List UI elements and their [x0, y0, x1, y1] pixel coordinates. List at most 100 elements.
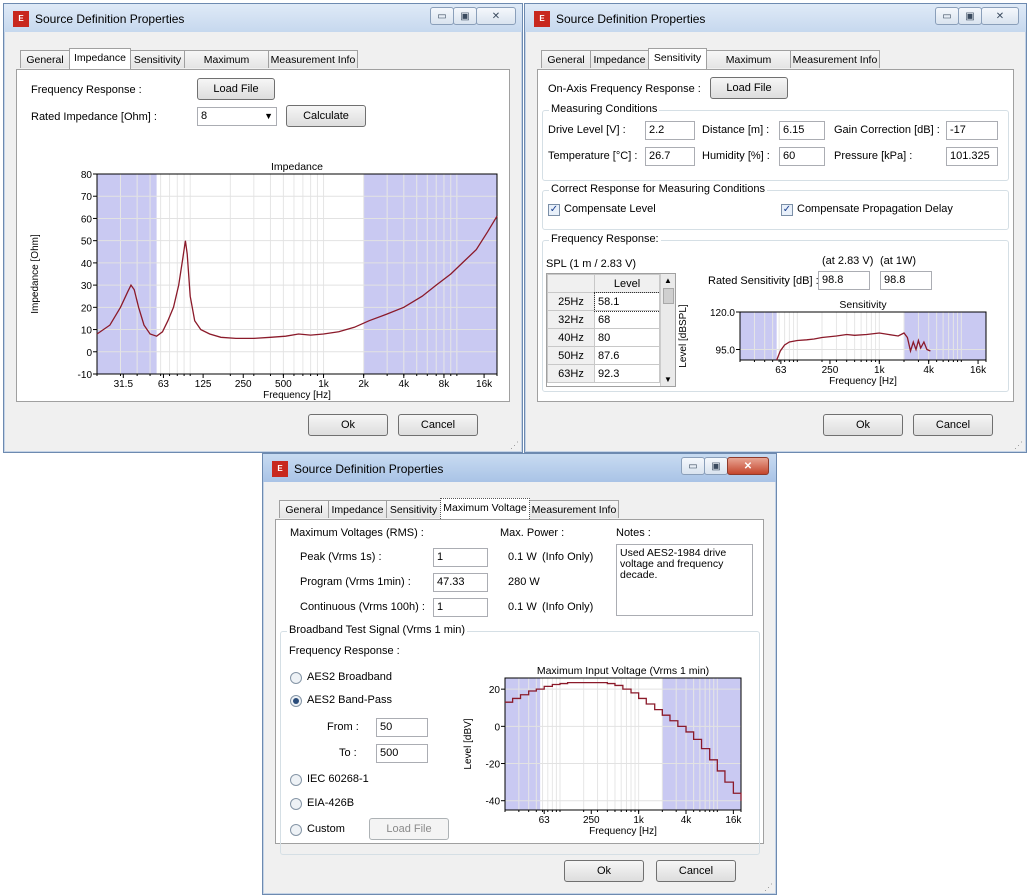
notes-textarea[interactable]: Used AES2-1984 drive voltage and frequen… — [616, 544, 753, 616]
impedance-window: E Source Definition Properties ▭ ▣ ✕ Gen… — [3, 3, 523, 453]
humidity-input[interactable]: 60 — [779, 147, 825, 166]
maximize-icon[interactable]: ▣ — [704, 457, 728, 475]
peak-label: Peak (Vrms 1s) : — [300, 551, 382, 563]
tab-general[interactable]: General — [279, 500, 329, 518]
row-header: 40Hz — [547, 328, 595, 347]
tab-general[interactable]: General — [20, 50, 70, 68]
resize-grip[interactable]: ⋰ — [1014, 440, 1023, 450]
tab-measurement-info[interactable]: Measurement Info — [529, 500, 619, 518]
tab-maximum-voltage[interactable]: Maximum Voltage — [706, 50, 791, 84]
pressure-label: Pressure [kPa] : — [834, 150, 913, 162]
x-tick-label: 16k — [476, 379, 493, 390]
table-row[interactable]: 50Hz 87.6 — [547, 346, 660, 365]
load-file-button[interactable]: Load File — [710, 77, 788, 99]
level-cell[interactable]: 87.6 — [594, 346, 660, 365]
cancel-button[interactable]: Cancel — [656, 860, 736, 882]
y-axis-label: Level [dBV] — [463, 718, 474, 769]
title-bar[interactable]: E Source Definition Properties ▭ ▣ ✕ — [4, 4, 522, 32]
level-cell[interactable]: 80 — [594, 328, 660, 347]
minimize-icon[interactable]: ▭ — [430, 7, 454, 25]
cancel-button[interactable]: Cancel — [398, 414, 478, 436]
compensate-delay-checkbox[interactable]: ✓ — [781, 204, 793, 216]
y-tick-label: 70 — [81, 192, 93, 203]
tab-measurement-info[interactable]: Measurement Info — [790, 50, 880, 68]
maximize-icon[interactable]: ▣ — [958, 7, 982, 25]
x-tick-label: 63 — [775, 365, 787, 376]
y-axis-label: Level [dBSPL] — [678, 304, 689, 368]
cancel-button[interactable]: Cancel — [913, 414, 993, 436]
app-logo-icon: E — [272, 461, 288, 477]
tab-impedance[interactable]: Impedance — [328, 500, 387, 518]
title-bar[interactable]: E Source Definition Properties ▭ ▣ ✕ — [525, 4, 1026, 32]
sensitivity-1w-input[interactable]: 98.8 — [880, 271, 932, 290]
sensitivity-283-input[interactable]: 98.8 — [818, 271, 870, 290]
y-tick-label: 120.0 — [710, 308, 735, 319]
minimize-icon[interactable]: ▭ — [935, 7, 959, 25]
load-file-button[interactable]: Load File — [369, 818, 449, 840]
ok-button[interactable]: Ok — [564, 860, 644, 882]
title-bar[interactable]: E Source Definition Properties ▭ ▣ ✕ — [263, 454, 776, 482]
table-scrollbar[interactable]: ▲ ▼ — [660, 274, 675, 386]
x-tick-label: 250 — [583, 815, 600, 826]
calculate-button[interactable]: Calculate — [286, 105, 366, 127]
load-file-button[interactable]: Load File — [197, 78, 275, 100]
tab-sensitivity[interactable]: Sensitivity — [130, 50, 185, 68]
tab-maximum-voltage[interactable]: Maximum Voltage — [184, 50, 269, 84]
resize-grip[interactable]: ⋰ — [764, 882, 773, 892]
tab-sensitivity[interactable]: Sensitivity — [648, 48, 707, 69]
program-input[interactable]: 47.33 — [433, 573, 488, 592]
level-cell[interactable]: 68 — [594, 310, 660, 329]
table-row[interactable]: 32Hz 68 — [547, 310, 660, 329]
scroll-thumb[interactable] — [663, 288, 674, 304]
x-tick-label: 16k — [725, 815, 742, 826]
aes2-broadband-radio[interactable] — [290, 672, 302, 684]
rated-sensitivity-label: Rated Sensitivity [dB] : — [708, 275, 819, 287]
scroll-down-icon[interactable]: ▼ — [664, 375, 672, 384]
sensitivity-table[interactable]: Level 25Hz 58.1 32Hz 68 40Hz 80 50Hz 87.6 63Hz 92.… — [546, 273, 676, 387]
close-icon[interactable]: ✕ — [476, 7, 516, 25]
y-tick-label: 95.0 — [716, 346, 736, 357]
aes2-band-pass-radio[interactable] — [290, 695, 302, 707]
tab-impedance[interactable]: Impedance — [590, 50, 649, 68]
level-cell[interactable]: 92.3 — [594, 364, 660, 383]
table-row[interactable]: 25Hz 58.1 — [547, 291, 661, 312]
resize-grip[interactable]: ⋰ — [510, 440, 519, 450]
level-cell[interactable]: 58.1 — [593, 291, 661, 312]
table-row[interactable]: 63Hz 92.3 — [547, 364, 660, 383]
tab-measurement-info[interactable]: Measurement Info — [268, 50, 358, 68]
from-input[interactable]: 50 — [376, 718, 428, 737]
ok-button[interactable]: Ok — [308, 414, 388, 436]
x-tick-label: 4k — [923, 365, 935, 376]
pressure-input[interactable]: 101.325 — [946, 147, 998, 166]
tab-maximum-voltage[interactable]: Maximum Voltage — [440, 498, 530, 519]
gain-correction-input[interactable]: -17 — [946, 121, 998, 140]
x-tick-label: 250 — [235, 379, 252, 390]
y-tick-label: 0 — [86, 348, 92, 359]
close-icon[interactable]: ✕ — [981, 7, 1019, 25]
peak-input[interactable]: 1 — [433, 548, 488, 567]
drive-level-input[interactable]: 2.2 — [645, 121, 695, 140]
x-axis-label: Frequency [Hz] — [263, 390, 331, 401]
eia-426b-radio[interactable] — [290, 798, 302, 810]
scroll-up-icon[interactable]: ▲ — [664, 276, 672, 285]
rated-impedance-select[interactable]: 8 ▼ — [197, 107, 277, 126]
iec-60268-label: IEC 60268-1 — [307, 773, 369, 785]
chart-title: Impedance — [271, 161, 323, 173]
temperature-input[interactable]: 26.7 — [645, 147, 695, 166]
table-row[interactable]: 40Hz 80 — [547, 328, 660, 347]
distance-input[interactable]: 6.15 — [779, 121, 825, 140]
close-icon[interactable]: ✕ — [727, 457, 769, 475]
custom-radio[interactable] — [290, 824, 302, 836]
y-tick-label: 20 — [489, 685, 501, 696]
to-input[interactable]: 500 — [376, 744, 428, 763]
tab-impedance[interactable]: Impedance — [69, 48, 131, 69]
x-tick-label: 31.5 — [114, 379, 134, 390]
tab-sensitivity[interactable]: Sensitivity — [386, 500, 441, 518]
iec-60268-radio[interactable] — [290, 774, 302, 786]
compensate-level-checkbox[interactable]: ✓ — [548, 204, 560, 216]
tab-general[interactable]: General — [541, 50, 591, 68]
minimize-icon[interactable]: ▭ — [681, 457, 705, 475]
ok-button[interactable]: Ok — [823, 414, 903, 436]
continuous-input[interactable]: 1 — [433, 598, 488, 617]
maximize-icon[interactable]: ▣ — [453, 7, 477, 25]
